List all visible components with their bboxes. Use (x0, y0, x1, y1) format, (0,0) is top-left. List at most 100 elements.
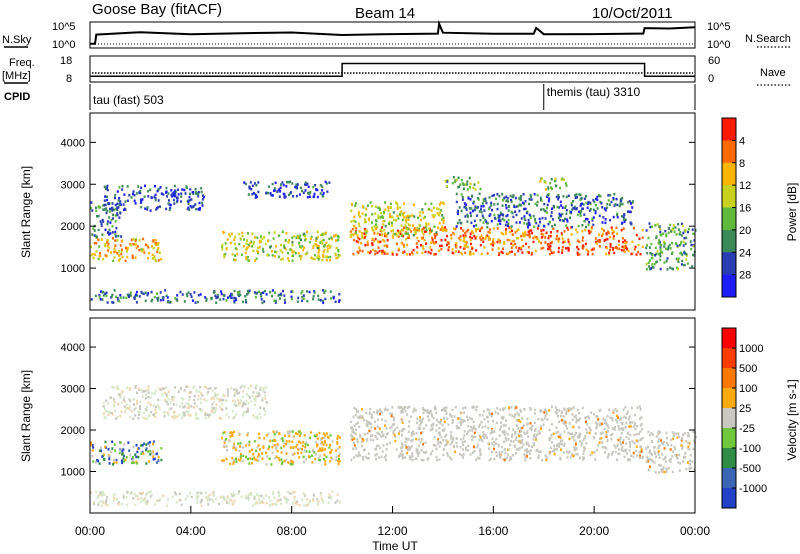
scatter-cell (357, 222, 360, 225)
scatter-cell (149, 403, 152, 407)
scatter-cell (572, 406, 575, 409)
scatter-cell (549, 244, 552, 248)
scatter-cell (294, 252, 297, 255)
scatter-cell (212, 411, 215, 414)
scatter-cell (110, 251, 112, 254)
scatter-cell (652, 433, 655, 436)
scatter-cell (648, 465, 651, 468)
scatter-cell (225, 501, 228, 504)
scatter-cell (221, 436, 224, 440)
scatter-cell (606, 424, 609, 427)
scatter-cell (483, 417, 486, 421)
scatter-cell (662, 458, 665, 461)
scatter-cell (261, 399, 264, 402)
scatter-cell (100, 222, 103, 225)
scatter-cell (204, 411, 207, 415)
scatter-cell (250, 384, 253, 388)
scatter-cell (593, 247, 595, 251)
scatter-cell (611, 419, 614, 422)
scatter-cell (477, 198, 480, 201)
scatter-cell (253, 456, 256, 459)
scatter-cell (561, 442, 563, 446)
scatter-cell (186, 207, 189, 211)
scatter-cell (600, 234, 603, 237)
scatter-cell (533, 225, 536, 229)
scatter-cell (247, 232, 249, 235)
scatter-cell (659, 246, 662, 249)
scatter-cell (366, 437, 369, 441)
scatter-cell (146, 408, 148, 412)
scatter-cell (253, 236, 256, 239)
scatter-cell (618, 427, 621, 431)
scatter-cell (407, 228, 410, 231)
scatter-cell (392, 416, 395, 419)
scatter-cell (582, 203, 585, 206)
colorbar-swatch (722, 468, 736, 489)
scatter-cell (594, 458, 597, 461)
scatter-cell (408, 234, 410, 237)
scatter-cell (291, 251, 294, 254)
scatter-cell (205, 297, 208, 301)
scatter-cell (508, 239, 511, 242)
scatter-cell (483, 209, 486, 212)
scatter-cell (114, 417, 117, 420)
scatter-cell (442, 202, 445, 205)
scatter-cell (458, 426, 461, 429)
scatter-cell (516, 411, 519, 415)
scatter-cell (273, 444, 276, 447)
scatter-cell (263, 235, 266, 239)
scatter-cell (455, 200, 458, 204)
scatter-cell (548, 452, 551, 455)
scatter-cell (553, 447, 556, 450)
scatter-cell (412, 234, 415, 237)
scatter-cell (134, 293, 137, 296)
scatter-cell (650, 242, 653, 246)
scatter-cell (371, 242, 374, 245)
scatter-cell (465, 206, 467, 209)
scatter-cell (415, 242, 418, 245)
scatter-cell (651, 225, 653, 228)
scatter-cell (513, 406, 516, 409)
scatter-cell (526, 455, 529, 458)
scatter-cell (433, 242, 436, 245)
scatter-cell (604, 238, 607, 242)
scatter-cell (322, 443, 325, 446)
scatter-cell (165, 186, 168, 190)
scatter-cell (402, 427, 404, 431)
scatter-cell (620, 448, 623, 451)
scatter-cell (497, 443, 500, 446)
scatter-cell (474, 237, 477, 240)
scatter-cell (287, 430, 290, 434)
scatter-cell (225, 407, 228, 410)
scatter-cell (370, 413, 373, 416)
scatter-cell (91, 233, 94, 236)
scatter-cell (99, 290, 102, 293)
scatter-cell (405, 437, 407, 440)
scatter-cell (118, 393, 121, 396)
scatter-cell (566, 220, 569, 223)
scatter-cell (538, 217, 541, 221)
scatter-cell (136, 462, 139, 465)
scatter-cell (175, 500, 178, 504)
scatter-cell (422, 451, 425, 454)
scatter-cell (514, 430, 517, 434)
scatter-cell (599, 408, 602, 412)
scatter-cell (687, 432, 690, 435)
scatter-cell (295, 236, 298, 240)
scatter-cell (649, 433, 652, 437)
scatter-cell (187, 403, 190, 406)
scatter-cell (146, 244, 149, 247)
scatter-cell (142, 416, 145, 419)
scatter-cell (384, 232, 386, 235)
scatter-cell (475, 227, 477, 231)
scatter-cell (459, 445, 462, 449)
scatter-cell (166, 504, 169, 507)
scatter-cell (486, 221, 489, 225)
scatter-cell (98, 245, 101, 248)
scatter-cell (220, 495, 222, 499)
scatter-cell (361, 236, 364, 239)
scatter-cell (507, 222, 510, 225)
scatter-cell (451, 251, 454, 254)
scatter-cell (612, 248, 614, 252)
scatter-cell (622, 428, 625, 431)
